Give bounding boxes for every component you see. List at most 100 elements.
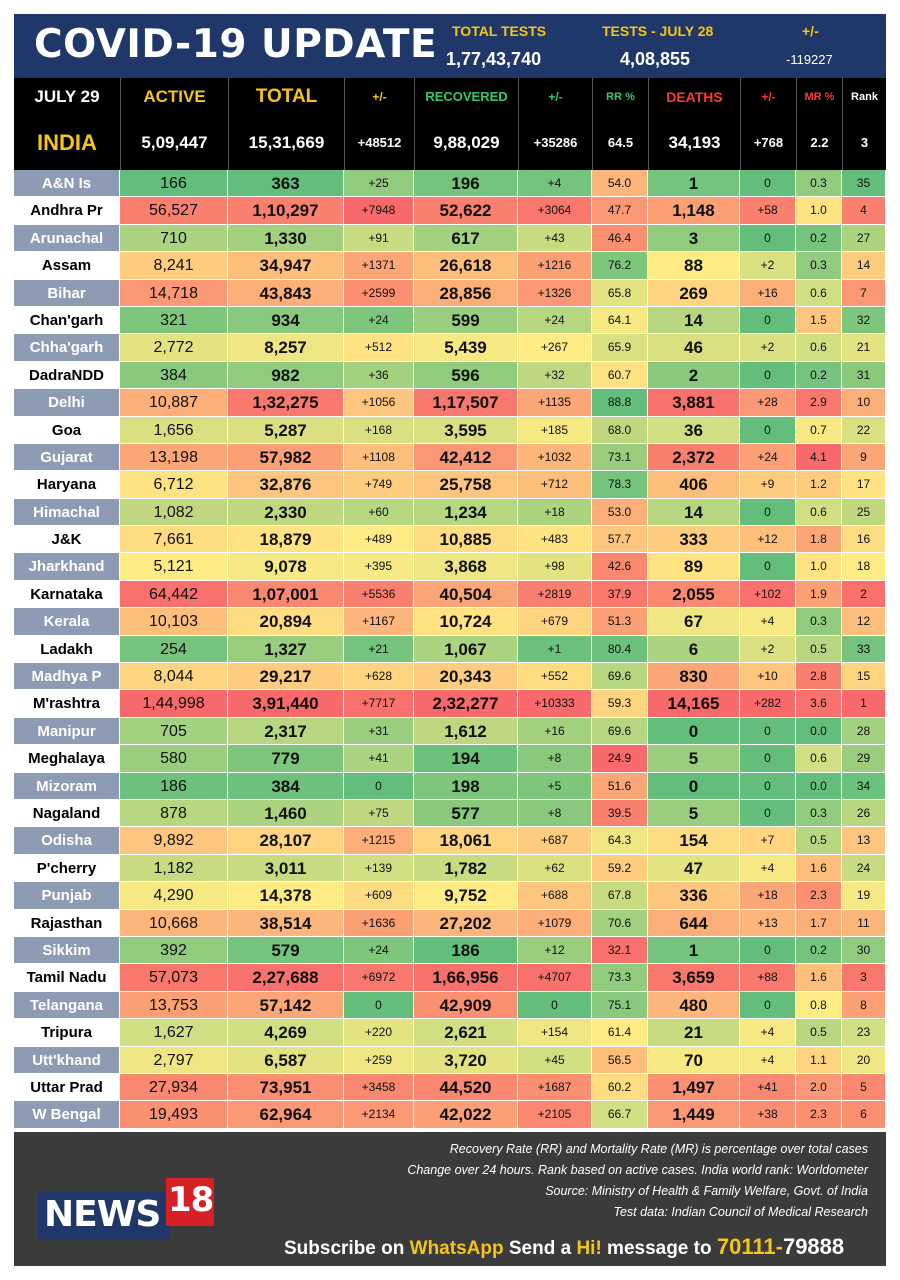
table-row: Kerala 10,103 20,894 +1167 10,724 +679 51.3 67 +… xyxy=(14,608,886,636)
state-total-cell: 384 xyxy=(228,772,344,800)
table-row: M'rashtra 1,44,998 3,91,440 +7717 2,32,277 +1… xyxy=(14,690,886,718)
state-total-cell: 14,378 xyxy=(228,882,344,910)
state-deaths-change-cell: +58 xyxy=(740,197,796,225)
state-state-cell: Himachal xyxy=(14,498,120,527)
state-rr-cell: 47.7 xyxy=(592,197,648,225)
subscribe-hi: Hi! xyxy=(576,1238,602,1259)
state-rr-cell: 59.3 xyxy=(592,690,648,718)
date-header: JULY 29 xyxy=(34,87,100,106)
state-recovered-change-cell: +2819 xyxy=(518,580,592,609)
table-row: Karnataka 64,442 1,07,001 +5536 40,504 +2819 3… xyxy=(14,580,886,609)
state-state-cell: Utt'khand xyxy=(14,1046,120,1074)
state-total-cell: 57,142 xyxy=(228,991,344,1020)
state-mr-cell: 0.3 xyxy=(796,799,842,828)
state-recovered-cell: 44,520 xyxy=(414,1073,518,1102)
state-deaths-cell: 21 xyxy=(648,1019,740,1047)
table-row: Delhi 10,887 1,32,275 +1056 1,17,507 +1135 88.… xyxy=(14,389,886,417)
state-rank-cell: 24 xyxy=(842,854,886,883)
state-deaths-cell: 1 xyxy=(648,936,740,965)
state-active-cell: 1,656 xyxy=(120,416,228,444)
state-active-cell: 13,198 xyxy=(120,443,228,472)
india-name: INDIA xyxy=(37,130,97,155)
state-deaths-cell: 46 xyxy=(648,334,740,362)
state-recovered-change-cell: +16 xyxy=(518,717,592,746)
state-state-cell: Bihar xyxy=(14,279,120,307)
state-recovered-cell: 20,343 xyxy=(414,663,518,691)
state-total-change-cell: +749 xyxy=(344,471,414,499)
state-deaths-change-cell: 0 xyxy=(740,553,796,581)
state-mr-cell: 0.2 xyxy=(796,361,842,390)
state-rank-cell: 11 xyxy=(842,909,886,937)
state-state-cell: J&K xyxy=(14,526,120,554)
column-header-row: JULY 29 ACTIVE TOTAL +/- RECOVERED +/- R… xyxy=(14,78,886,116)
state-active-cell: 14,718 xyxy=(120,279,228,307)
state-total-cell: 9,078 xyxy=(228,553,344,581)
state-rr-cell: 32.1 xyxy=(592,936,648,965)
state-rank-cell: 5 xyxy=(842,1073,886,1102)
state-total-cell: 2,27,688 xyxy=(228,964,344,992)
state-recovered-change-cell: +1 xyxy=(518,635,592,664)
state-active-cell: 13,753 xyxy=(120,991,228,1020)
state-active-cell: 9,892 xyxy=(120,827,228,855)
state-state-cell: Chha'garh xyxy=(14,334,120,362)
total-tests-value: 1,77,43,740 xyxy=(446,49,542,69)
state-rr-cell: 42.6 xyxy=(592,553,648,581)
state-recovered-cell: 2,621 xyxy=(414,1019,518,1047)
table-row: Jharkhand 5,121 9,078 +395 3,868 +98 42.6 89 0 1.… xyxy=(14,553,886,581)
state-active-cell: 580 xyxy=(120,745,228,773)
state-deaths-cell: 14 xyxy=(648,498,740,527)
state-rank-cell: 21 xyxy=(842,334,886,362)
state-recovered-cell: 198 xyxy=(414,772,518,800)
state-deaths-change-cell: +18 xyxy=(740,882,796,910)
state-mr-cell: 0.6 xyxy=(796,279,842,307)
state-active-cell: 57,073 xyxy=(120,964,228,992)
state-mr-cell: 1.2 xyxy=(796,471,842,499)
state-recovered-change-cell: +12 xyxy=(518,936,592,965)
state-mr-cell: 0.6 xyxy=(796,334,842,362)
state-rank-cell: 30 xyxy=(842,936,886,965)
state-total-change-cell: +1167 xyxy=(344,608,414,636)
state-total-change-cell: +36 xyxy=(344,361,414,390)
table-row: A&N Is 166 363 +25 196 +4 54.0 1 0 0.3 35 xyxy=(14,170,886,198)
india-mr: 2.2 xyxy=(796,116,842,170)
active-header: ACTIVE xyxy=(120,78,228,116)
state-active-cell: 8,241 xyxy=(120,252,228,280)
state-state-cell: Sikkim xyxy=(14,936,120,965)
state-total-cell: 1,07,001 xyxy=(228,580,344,609)
state-rank-cell: 2 xyxy=(842,580,886,609)
state-total-cell: 2,317 xyxy=(228,717,344,746)
state-mr-cell: 1.8 xyxy=(796,526,842,554)
footer-note-source: Source: Ministry of Health & Family Welf… xyxy=(545,1184,868,1198)
state-total-change-cell: +3458 xyxy=(344,1073,414,1102)
state-recovered-cell: 28,856 xyxy=(414,279,518,307)
state-recovered-cell: 3,595 xyxy=(414,416,518,444)
table-row: Chan'garh 321 934 +24 599 +24 64.1 14 0 1.5 32 xyxy=(14,306,886,335)
state-deaths-cell: 0 xyxy=(648,772,740,800)
state-recovered-cell: 599 xyxy=(414,306,518,335)
state-total-cell: 8,257 xyxy=(228,334,344,362)
state-mr-cell: 0.7 xyxy=(796,416,842,444)
state-deaths-cell: 2,372 xyxy=(648,443,740,472)
state-recovered-change-cell: +4 xyxy=(518,170,592,198)
state-mr-cell: 1.0 xyxy=(796,553,842,581)
logo-box xyxy=(38,1192,170,1240)
state-total-cell: 2,330 xyxy=(228,498,344,527)
state-total-cell: 18,879 xyxy=(228,526,344,554)
state-total-cell: 43,843 xyxy=(228,279,344,307)
state-state-cell: P'cherry xyxy=(14,854,120,883)
state-recovered-cell: 2,32,277 xyxy=(414,690,518,718)
state-rank-cell: 22 xyxy=(842,416,886,444)
state-recovered-change-cell: +45 xyxy=(518,1046,592,1074)
state-deaths-change-cell: 0 xyxy=(740,306,796,335)
state-total-change-cell: +489 xyxy=(344,526,414,554)
state-deaths-cell: 1 xyxy=(648,170,740,198)
state-total-change-cell: +31 xyxy=(344,717,414,746)
table-row: Odisha 9,892 28,107 +1215 18,061 +687 64.3 154 +… xyxy=(14,827,886,855)
state-rank-cell: 12 xyxy=(842,608,886,636)
logo-number-box xyxy=(166,1178,214,1226)
state-total-change-cell: +395 xyxy=(344,553,414,581)
state-total-change-cell: +60 xyxy=(344,498,414,527)
state-rank-cell: 29 xyxy=(842,745,886,773)
state-total-change-cell: +21 xyxy=(344,635,414,664)
state-rr-cell: 68.0 xyxy=(592,416,648,444)
